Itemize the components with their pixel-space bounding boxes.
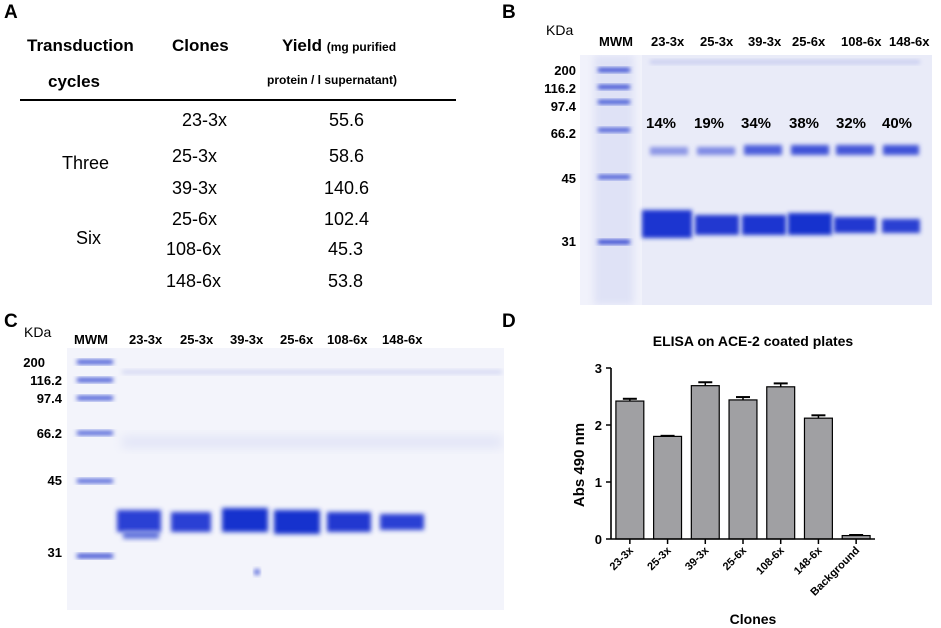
gel-b-lane-label: 148-6x	[889, 34, 930, 49]
x-tick-label: 108-6x	[754, 544, 787, 577]
gel-c-mwm-lane	[77, 360, 113, 558]
panel-c-letter: C	[4, 311, 18, 332]
header-yield: Yield (mg purified	[282, 36, 396, 56]
gel-b-percent-label: 32%	[836, 115, 867, 132]
x-tick-label: 148-6x	[792, 544, 825, 577]
panel-d-letter: D	[502, 311, 516, 332]
gel-c-lane-label: 39-3x	[230, 332, 264, 347]
gel-c-kda-label: KDa	[24, 324, 52, 340]
table-row-clone: 39-3x	[172, 178, 218, 198]
gel-c-mwm-label: MWM	[74, 332, 108, 347]
x-tick-label: 25-6x	[721, 544, 750, 573]
gel-b-marker-label: 45	[561, 171, 576, 186]
chart-bars	[615, 381, 871, 540]
table-row-clone: 25-3x	[172, 146, 218, 166]
header-yield-unit-line2: protein / l supernatant)	[267, 73, 398, 87]
bar-25-6x	[728, 399, 758, 540]
gel-c-lane-label: 148-6x	[382, 332, 423, 347]
gel-b-lane-label: 39-3x	[748, 34, 782, 49]
gel-c-faint-bands	[122, 370, 502, 448]
table-row-clone: 23-3x	[182, 110, 228, 130]
gel-c-marker-label: 66.2	[36, 426, 62, 441]
gel-b-percent-label: 19%	[694, 115, 725, 132]
table-row-yield: 53.8	[328, 271, 364, 291]
gel-b-percent-label: 34%	[741, 115, 772, 132]
gel-b-marker-label: 116.2	[544, 81, 576, 96]
gel-b-marker-label: 31	[561, 234, 576, 249]
gel-b-image	[580, 55, 932, 305]
bar-39-3x	[690, 385, 720, 540]
bar-108-6x	[766, 386, 796, 540]
gel-b-upper-bands	[650, 145, 919, 155]
header-clones: Clones	[172, 36, 229, 55]
elisa-bar-chart: ELISA on ACE-2 coated plates 23-3x 25-3x 3…	[571, 333, 875, 625]
table-row-clone: 148-6x	[166, 271, 222, 291]
gel-c-marker-label: 97.4	[36, 391, 62, 406]
y-tick-label: 3	[595, 361, 602, 376]
group-six-label: Six	[76, 228, 102, 248]
group-three-label: Three	[62, 153, 110, 173]
gel-b-lane-label: 108-6x	[841, 34, 882, 49]
y-tick-label: 2	[595, 418, 602, 433]
gel-c-lane-label: 25-6x	[280, 332, 314, 347]
header-transduction-cycles-line1: Transduction	[27, 36, 134, 55]
gel-b-lane-label: 23-3x	[651, 34, 685, 49]
header-yield-main: Yield	[282, 36, 322, 55]
gel-b-marker-label: 66.2	[550, 126, 576, 141]
gel-c-marker-label: 200	[23, 355, 45, 370]
gel-b-mwm-lane	[594, 55, 634, 305]
gel-c-image	[67, 348, 504, 610]
gel-b-main-bands	[642, 210, 920, 238]
bar-25-3x	[653, 435, 683, 540]
y-tick-label: 1	[595, 475, 602, 490]
gel-c-marker-label: 116.2	[30, 373, 62, 388]
table-row-yield: 102.4	[324, 209, 370, 229]
gel-b-mwm-label: MWM	[599, 34, 633, 49]
gel-b-percent-label: 40%	[882, 115, 913, 132]
gel-c-lane-label: 25-3x	[180, 332, 214, 347]
x-tick-label: 23-3x	[608, 544, 637, 573]
gel-c-marker-label: 31	[47, 545, 62, 560]
panel-a-letter: A	[4, 2, 18, 23]
table-row-yield: 45.3	[328, 239, 364, 259]
bar-148-6x	[803, 417, 833, 540]
gel-b-percent-label: 14%	[646, 115, 677, 132]
chart-ylabel: Abs 490 nm	[571, 423, 588, 507]
table-row-yield: 140.6	[324, 178, 370, 198]
table-row-clone: 25-6x	[172, 209, 218, 229]
panel-b-letter: B	[502, 2, 516, 23]
gel-b-marker-label: 200	[554, 63, 576, 78]
gel-c-lane-label: 23-3x	[129, 332, 163, 347]
gel-b-marker-label: 97.4	[550, 99, 576, 114]
chart-title: ELISA on ACE-2 coated plates	[653, 333, 854, 349]
gel-b-lane-label: 25-6x	[792, 34, 826, 49]
x-tick-label: 39-3x	[683, 544, 712, 573]
gel-b-percent-label: 38%	[789, 115, 820, 132]
gel-b-bands	[594, 55, 932, 305]
gel-c-bands	[77, 360, 502, 575]
header-transduction-cycles-line2: cycles	[48, 72, 100, 91]
gel-c-lane-label: 108-6x	[327, 332, 368, 347]
gel-b-lane-label: 25-3x	[700, 34, 734, 49]
y-tick-label: 0	[595, 532, 602, 547]
x-tick-label: 25-3x	[645, 544, 674, 573]
bar-23-3x	[615, 400, 645, 540]
gel-c-marker-label: 45	[47, 473, 62, 488]
gel-b-kda-label: KDa	[546, 22, 574, 38]
table-row-yield: 55.6	[329, 110, 365, 130]
header-yield-unit-line1: (mg purified	[326, 40, 397, 54]
table-row-yield: 58.6	[329, 146, 365, 166]
table-header-rule	[20, 99, 456, 101]
chart-xlabel: Clones	[730, 611, 777, 625]
table-row-clone: 108-6x	[166, 239, 222, 259]
gel-c-main-bands	[117, 508, 424, 539]
